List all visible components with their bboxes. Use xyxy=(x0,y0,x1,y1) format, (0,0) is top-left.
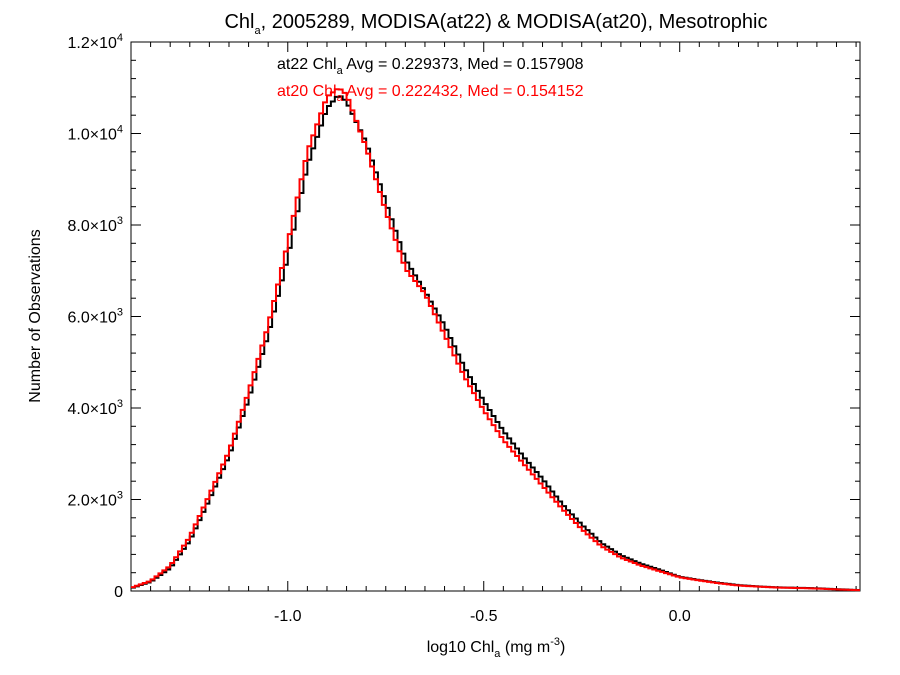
series-line-at22 xyxy=(131,95,860,592)
y-tick-labels: 02.0×1034.0×1036.0×1038.0×1031.0×1041.2×… xyxy=(67,32,123,601)
y-tick-label: 1.0×104 xyxy=(67,124,123,144)
title-pre: Chl xyxy=(224,11,254,33)
x-tick-label: -1.0 xyxy=(274,608,302,625)
y-tick-label-exp: 3 xyxy=(117,398,123,410)
y-tick-label: 6.0×103 xyxy=(67,307,123,327)
x-tick-label: -0.5 xyxy=(470,608,498,625)
at22-label-pre: at22 Chl xyxy=(277,56,337,73)
chart-title: Chla, 2005289, MODISA(at22) & MODISA(at2… xyxy=(224,11,767,37)
y-tick-label-base: 0 xyxy=(114,584,123,601)
series-label-at22: at22 Chla Avg = 0.229373, Med = 0.157908 xyxy=(277,56,584,77)
x-axis-label: log10 Chla (mg m-3) xyxy=(427,636,566,660)
x-tick-labels: -1.0 -0.5 0.0 xyxy=(274,608,691,625)
y-tick-label-base: 8.0×10 xyxy=(67,218,116,235)
series-group xyxy=(131,88,860,592)
y-axis-label: Number of Observations xyxy=(27,229,44,402)
y-tick-label: 0 xyxy=(114,584,123,601)
y-tick-label-base: 6.0×10 xyxy=(67,310,116,327)
xlabel-mid: (mg m xyxy=(500,639,550,656)
plot-frame xyxy=(130,41,861,592)
y-tick-label-exp: 3 xyxy=(117,307,123,319)
y-tick-label-base: 1.2×10 xyxy=(67,35,116,52)
y-tick-label-base: 1.0×10 xyxy=(67,127,116,144)
series-line-at20 xyxy=(131,88,860,592)
y-tick-label: 1.2×104 xyxy=(67,32,123,52)
xlabel-post: ) xyxy=(560,639,565,656)
xlabel-sub: a xyxy=(494,648,501,660)
xlabel-sup: -3 xyxy=(550,636,560,648)
y-tick-label-exp: 4 xyxy=(117,124,123,136)
y-tick-label-base: 4.0×10 xyxy=(67,401,116,418)
x-tick-label: 0.0 xyxy=(669,608,691,625)
y-tick-label: 8.0×103 xyxy=(67,215,123,235)
title-sub: a xyxy=(255,25,262,37)
y-tick-label: 2.0×103 xyxy=(67,490,123,510)
y-tick-label-exp: 3 xyxy=(117,215,123,227)
xlabel-pre: log10 Chl xyxy=(427,639,495,656)
y-tick-label-exp: 3 xyxy=(117,490,123,502)
at22-label-sub: a xyxy=(337,65,344,77)
tick-marks xyxy=(131,41,860,592)
at22-label-post: Avg = 0.229373, Med = 0.157908 xyxy=(343,56,584,73)
at20-label-pre: at20 Chl xyxy=(277,83,337,100)
series-label-at20: at20 Chla Avg = 0.222432, Med = 0.154152 xyxy=(277,83,584,104)
y-tick-label: 4.0×103 xyxy=(67,398,123,418)
title-post: , 2005289, MODISA(at22) & MODISA(at20), … xyxy=(261,11,768,33)
y-tick-label-base: 2.0×10 xyxy=(67,493,116,510)
at20-label-post: Avg = 0.222432, Med = 0.154152 xyxy=(343,83,584,100)
at20-label-sub: a xyxy=(337,92,344,104)
y-tick-label-exp: 4 xyxy=(117,32,123,44)
